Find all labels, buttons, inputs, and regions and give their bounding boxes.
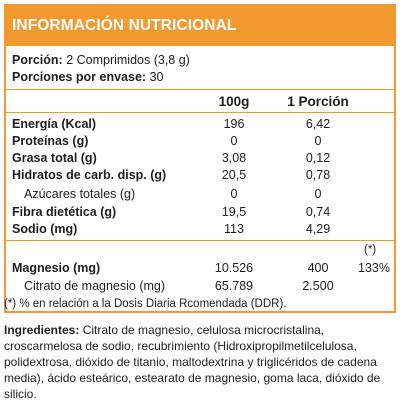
nutrient-name: Grasa total (g) (12, 151, 97, 165)
nutrient-row: Fibra dietética (g) 19,5 0,74 (6, 204, 394, 221)
nutrient-name: Sodio (mg) (12, 222, 78, 236)
column-header-portion: 1 Porción (287, 94, 349, 109)
nutrient-name: Energía (Kcal) (12, 117, 97, 131)
label-title: INFORMACIÓN NUTRICIONAL (6, 6, 394, 46)
mineral-row: Magnesio (mg) 10.526 400 133% (6, 260, 394, 277)
nutrient-row: Azúcares totales (g) 0 0 (6, 186, 394, 203)
mineral-value-100g: 10.526 (214, 261, 254, 275)
serving-size-label: Porción: (12, 53, 63, 67)
nutrient-name: Proteínas (g) (12, 134, 89, 148)
nutrient-row: Hidratos de carb. disp. (g) 20,5 0,78 (6, 167, 394, 184)
nutrient-row: Sodio (mg) 113 4,29 (6, 221, 394, 238)
ingredients-text: Citrato de magnesio, celulosa microcrist… (4, 323, 381, 401)
nutrient-name: Fibra dietética (g) (12, 205, 117, 219)
servings-per-container-label: Porciones por envase: (12, 70, 147, 84)
mineral-value-100g: 65.789 (214, 279, 254, 293)
nutrient-row: Energía (Kcal) 196 6,42 (6, 116, 394, 133)
nutrient-row: Grasa total (g) 3,08 0,12 (6, 150, 394, 167)
mineral-name: Magnesio (mg) (12, 261, 101, 275)
nutrition-label: INFORMACIÓN NUTRICIONAL Porción: 2 Compr… (4, 4, 396, 313)
nutrient-value-portion: 0,78 (305, 168, 331, 182)
nutrient-row: Proteínas (g) 0 0 (6, 133, 394, 150)
divider (6, 112, 394, 113)
nutrient-value-100g: 196 (223, 117, 245, 131)
nutrient-name: Hidratos de carb. disp. (g) (12, 168, 167, 182)
ddr-mark: (*) (364, 244, 377, 256)
nutrient-value-portion: 0,74 (305, 205, 331, 219)
nutrient-value-portion: 6,42 (305, 117, 331, 131)
servings-per-container: Porciones por envase: 30 (12, 69, 163, 85)
nutrient-value-portion: 0,12 (305, 151, 331, 165)
nutrient-value-100g: 20,5 (221, 168, 247, 182)
nutrient-value-portion: 0 (314, 134, 322, 148)
nutrient-value-100g: 3,08 (221, 151, 247, 165)
mineral-row: Citrato de magnesio (mg) 65.789 2.500 (6, 278, 394, 295)
nutrient-value-portion: 4,29 (305, 222, 331, 236)
nutrient-value-portion: 0 (314, 187, 322, 201)
mineral-name: Citrato de magnesio (mg) (24, 279, 166, 293)
ingredients-label: Ingredientes: (4, 323, 80, 337)
serving-size: Porción: 2 Comprimidos (3,8 g) (12, 52, 190, 68)
nutrient-value-100g: 19,5 (221, 205, 247, 219)
ddr-footnote: (*) % en relación a la Dosis Diaria Rcom… (4, 298, 287, 310)
column-header-100g: 100g (218, 94, 250, 109)
divider (6, 240, 394, 241)
nutrient-value-100g: 0 (230, 187, 238, 201)
servings-per-container-value: 30 (149, 70, 164, 84)
serving-size-value: 2 Comprimidos (3,8 g) (66, 53, 190, 67)
divider (6, 89, 394, 90)
ingredients: Ingredientes: Citrato de magnesio, celul… (4, 322, 396, 402)
nutrient-value-100g: 0 (230, 134, 238, 148)
mineral-value-portion: 2.500 (302, 279, 334, 293)
mineral-ddr-percent: 133% (358, 261, 390, 275)
nutrient-name: Azúcares totales (g) (24, 187, 136, 201)
nutrient-value-100g: 113 (224, 222, 244, 236)
mineral-value-portion: 400 (307, 261, 329, 275)
